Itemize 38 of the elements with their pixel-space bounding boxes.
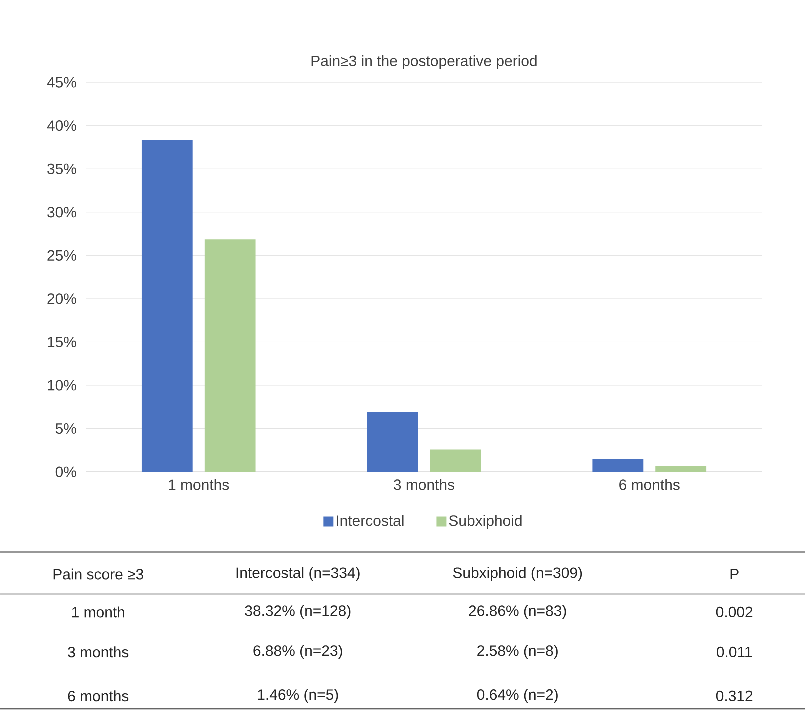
y-tick-label: 45%: [47, 77, 76, 88]
x-tick-label: 1 months: [169, 479, 230, 490]
legend-label: Intercostal: [337, 515, 404, 526]
text: 26.86% (n=83): [469, 605, 566, 620]
text: P: [730, 569, 739, 580]
bar: [430, 450, 482, 472]
y-tick-label: 40%: [47, 120, 76, 132]
y-tick-label: 35%: [48, 164, 76, 174]
y-tick-label: 20%: [48, 294, 76, 304]
text: 3 months: [68, 646, 129, 658]
y-tick-label: 30%: [48, 207, 76, 218]
text: 6.88% (n=23): [254, 645, 342, 660]
text: 2.58% (n=8): [478, 645, 558, 660]
bar: [367, 412, 418, 472]
legend-label: Subxiphoid: [449, 515, 522, 530]
y-tick-label: 5%: [56, 423, 76, 434]
text: 0.011: [717, 646, 752, 658]
y-tick-label: 25%: [48, 250, 76, 261]
bar: [656, 466, 707, 472]
text: 38.32% (n=128): [245, 605, 351, 620]
text: 6 months: [68, 690, 129, 702]
text: 1.46% (n=5): [258, 689, 338, 704]
y-tick-label: 10%: [48, 380, 76, 391]
x-tick-label: 3 months: [394, 479, 454, 490]
text: 0.64% (n=2): [477, 689, 558, 704]
text: Intercostal (n=334): [236, 567, 360, 582]
bar: [142, 140, 193, 472]
text: Pain score ≥3: [54, 568, 144, 580]
bar: [592, 459, 644, 472]
text: Subxiphoid (n=309): [453, 567, 582, 582]
text: 0.312: [716, 690, 753, 702]
x-tick-label: 6 months: [620, 479, 680, 490]
bar: [204, 240, 256, 472]
text: 0.002: [716, 606, 753, 618]
y-tick-label: 0%: [56, 466, 76, 478]
text: 1 month: [72, 606, 124, 618]
y-tick-label: 15%: [48, 336, 76, 348]
chart-title: Pain≥3 in the postoperative period: [312, 55, 537, 70]
